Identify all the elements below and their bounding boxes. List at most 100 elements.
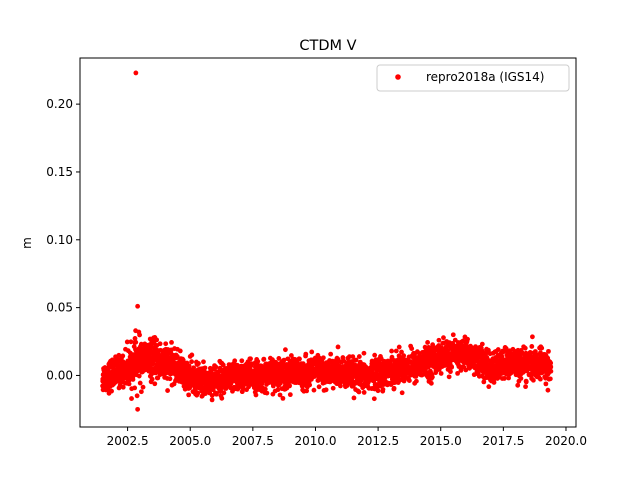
data-point [309,349,315,355]
data-point [351,395,357,401]
data-point [338,383,343,389]
data-point [129,396,134,401]
data-point [311,387,317,393]
data-point [264,390,270,396]
data-point [361,350,367,356]
x-tick-label: 2005.0 [169,434,211,448]
data-point [396,344,402,350]
data-point [140,384,146,390]
data-point [138,341,144,347]
chart-title: CTDM V [299,38,356,54]
data-point [276,356,282,361]
data-point [530,334,535,340]
data-point [169,340,174,345]
data-point [428,380,434,386]
data-point [522,345,528,351]
data-point [283,347,288,353]
data-point [523,384,528,390]
data-point [548,364,554,370]
data-point [539,345,545,351]
data-point [534,352,540,357]
data-point [126,381,132,387]
data-point [548,368,554,374]
data-point [389,348,395,354]
data-point [214,391,219,397]
data-point [380,387,386,392]
data-point [186,363,192,369]
data-point [501,376,507,381]
data-point [486,384,492,390]
data-point [109,388,114,394]
data-point [277,392,283,398]
data-point [287,392,293,398]
data-point [165,388,170,393]
data-point [297,356,302,362]
data-point [361,390,367,395]
data-point [481,379,487,385]
data-point [356,389,362,395]
data-point [537,376,543,382]
data-point [316,384,322,390]
data-point [446,374,452,380]
x-tick-label: 2010.0 [294,434,336,448]
data-point [137,380,143,386]
data-point [287,383,292,389]
data-point [135,303,141,309]
data-point [436,337,442,343]
data-point [187,354,193,359]
data-point [136,329,142,335]
data-point [438,371,444,376]
data-point [248,356,253,362]
y-tick-label: 0.15 [46,165,73,179]
data-point [133,339,139,345]
data-point [529,344,535,349]
x-tick-label: 2017.5 [482,434,524,448]
data-point [545,387,551,393]
data-point [167,376,173,382]
data-point [154,337,160,343]
y-tick-label: 0.05 [46,301,73,315]
data-point [203,391,208,396]
data-point [465,336,470,342]
data-point [209,397,215,403]
data-point [281,357,287,363]
data-point [189,359,195,365]
data-point [221,390,227,396]
data-point [262,386,268,392]
y-tick-label: 0.00 [46,368,73,382]
data-point [495,347,501,352]
data-point [303,351,309,357]
legend-marker [395,74,401,80]
x-tick-label: 2002.5 [107,434,149,448]
data-point [239,358,245,364]
y-tick-label: 0.10 [46,233,73,247]
data-point [425,340,431,345]
data-point [196,361,201,366]
legend-entry: repro2018a (IGS14) [426,70,544,84]
data-point [132,336,138,341]
data-point [138,389,144,395]
y-axis: 0.00 0.05 0.10 0.15 0.20 [46,97,80,382]
data-point [130,377,136,382]
legend-box [376,64,570,92]
y-tick-label: 0.20 [46,97,73,111]
data-point [335,344,341,350]
data-point [232,358,238,364]
data-point [479,341,485,347]
data-point [401,378,407,384]
data-point [133,70,139,76]
plot-frame [79,57,577,428]
data-point [547,376,553,382]
data-point [455,370,460,376]
data-point [523,379,529,385]
data-point [441,335,446,341]
data-point [180,357,186,363]
scatter-points [100,70,554,412]
data-point [186,392,192,398]
data-point [120,384,126,390]
data-point [409,346,415,351]
data-point [135,406,141,412]
data-point [157,341,163,347]
legend: repro2018a (IGS14) [376,64,570,92]
data-point [261,356,267,362]
